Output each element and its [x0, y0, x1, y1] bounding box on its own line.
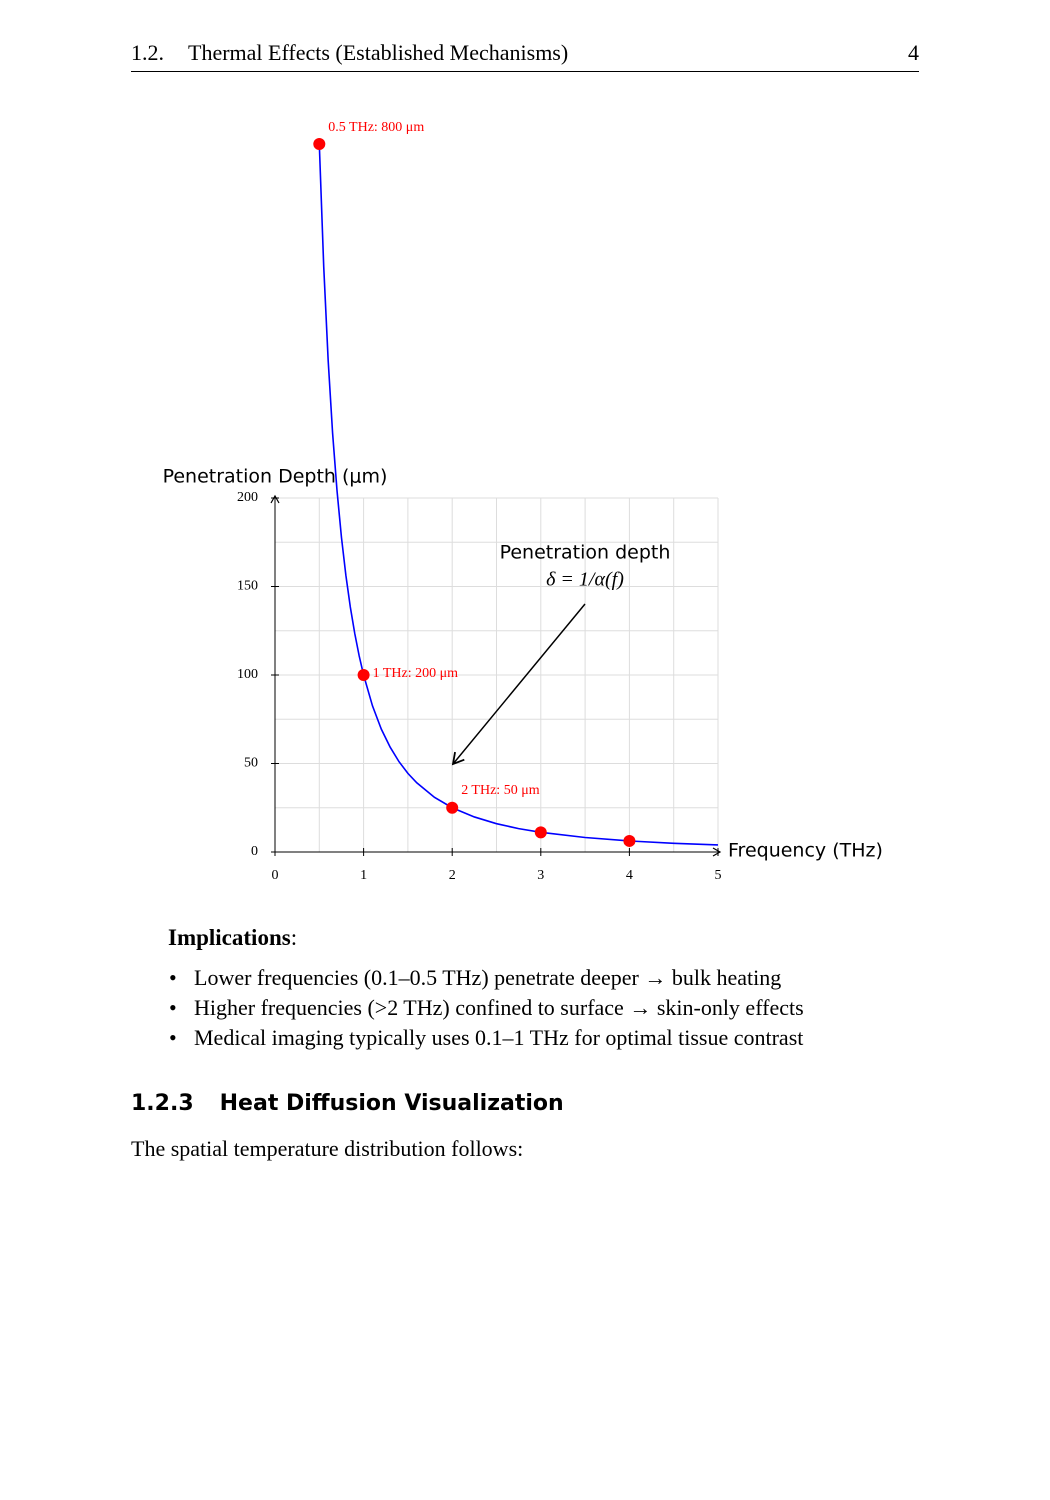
- header-title: Thermal Effects (Established Mechanisms): [188, 40, 569, 65]
- subsection-title: Heat Diffusion Visualization: [219, 1091, 564, 1116]
- body-text: The spatial temperature distribution fol…: [131, 1136, 524, 1161]
- y-tick-label: 100: [237, 667, 258, 682]
- implications-label: Implications: [168, 925, 291, 950]
- x-tick-label: 4: [626, 868, 633, 883]
- curve: [318, 143, 719, 846]
- list-item: Higher frequencies (>2 THz) confined to …: [169, 995, 804, 1025]
- point-annotation: 2 THz: 50 μm: [461, 783, 540, 798]
- page-number: 4: [908, 40, 919, 65]
- x-tick-label: 2: [449, 868, 456, 883]
- data-point: [357, 669, 370, 681]
- y-tick-label: 200: [237, 490, 258, 505]
- point-annotation: 0.5 THz: 800 μm: [328, 120, 424, 135]
- data-point: [446, 801, 459, 814]
- implications-heading: Implications:: [168, 925, 297, 951]
- implications-list: Lower frequencies (0.1–0.5 THz) penetrat…: [169, 965, 804, 1055]
- header-section: 1.2.: [131, 40, 164, 65]
- point-annotation: 1 THz: 200 μm: [373, 666, 459, 681]
- subsection-number: 1.2.3: [131, 1091, 194, 1116]
- y-tick-label: 150: [237, 579, 258, 594]
- y-axis-label: Penetration Depth (μm): [163, 466, 388, 488]
- data-point: [623, 834, 636, 847]
- list-item: Lower frequencies (0.1–0.5 THz) penetrat…: [169, 965, 804, 995]
- header-rule: [131, 71, 919, 72]
- y-tick-label: 0: [251, 844, 258, 859]
- annotation-arrow: [451, 603, 586, 766]
- annotation-formula: δ = 1/α(f): [546, 569, 624, 591]
- x-tick-label: 1: [360, 868, 367, 883]
- data-point: [534, 826, 547, 839]
- implications-suffix: :: [290, 925, 298, 950]
- x-axis-label: Frequency (THz): [728, 840, 883, 862]
- data-point: [313, 138, 326, 150]
- x-tick-label: 0: [272, 868, 279, 883]
- x-tick-label: 3: [537, 868, 544, 883]
- x-tick-label: 5: [715, 868, 722, 883]
- annotation-title: Penetration depth: [500, 542, 671, 564]
- y-tick-label: 50: [244, 756, 258, 771]
- list-item: Medical imaging typically uses 0.1–1 THz…: [169, 1025, 804, 1055]
- subsection-heading: 1.2.3 Heat Diffusion Visualization: [131, 1091, 564, 1116]
